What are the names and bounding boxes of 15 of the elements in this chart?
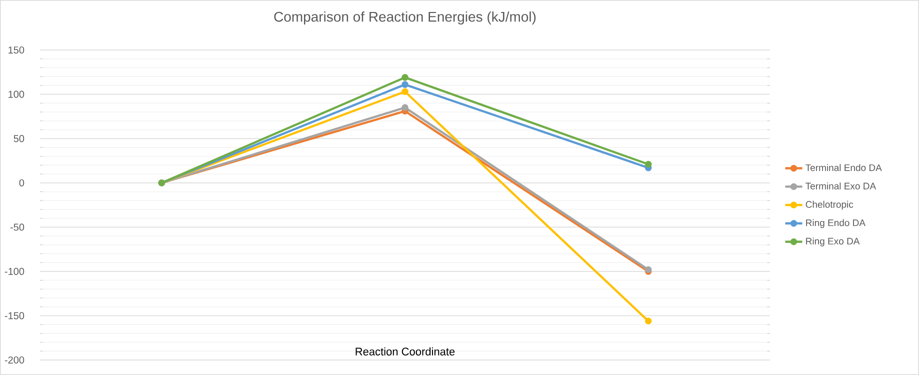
x-axis-title: Reaction Coordinate: [356, 347, 455, 356]
legend-label: Chelotropic: [806, 200, 854, 210]
legend-label: Terminal Endo DA: [806, 164, 882, 172]
y-tick-label: 50: [14, 135, 24, 142]
y-tick-label: -50: [10, 224, 24, 231]
chart-title: Comparison of Reaction Energies (kJ/mol): [274, 11, 536, 25]
legend-label: Ring Exo DA: [806, 238, 860, 246]
y-tick-label: -200: [4, 356, 24, 364]
y-tick-label: 150: [8, 46, 24, 54]
y-tick-label: 0: [19, 179, 24, 186]
y-tick-label: 100: [8, 90, 24, 98]
y-tick-label: -150: [4, 312, 24, 320]
legend-label: Ring Endo DA: [806, 219, 866, 228]
y-tick-label: -100: [4, 268, 24, 275]
legend-label: Terminal Exo DA: [806, 182, 876, 190]
